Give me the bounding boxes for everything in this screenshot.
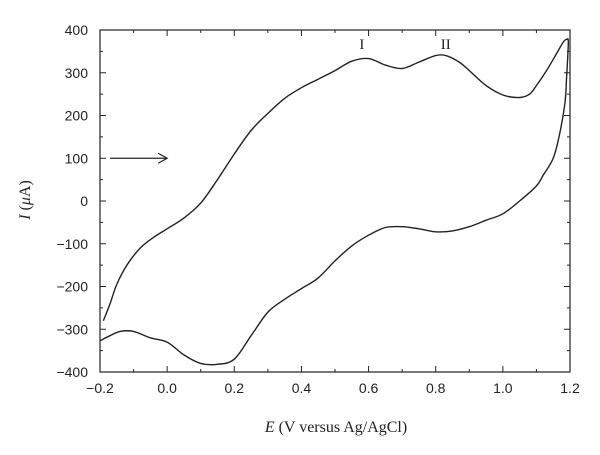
y-tick-label: −400 [56, 364, 88, 380]
y-axis-title: I (μA) [17, 180, 34, 221]
x-tick-label: 0.0 [157, 380, 177, 396]
peak-label-2: II [441, 37, 451, 53]
y-tick-label: −200 [56, 279, 88, 295]
x-tick-label: 0.4 [292, 380, 312, 396]
y-tick-labels: 400 300 200 100 0 −100 −200 −300 −400 [56, 22, 88, 380]
x-tick-label: 0.2 [225, 380, 245, 396]
y-axis-title-var: I [17, 214, 34, 221]
curve-group [99, 38, 569, 366]
x-tick-label: 0.6 [359, 380, 379, 396]
x-tick-labels: −0.2 0.0 0.2 0.4 0.6 0.8 1.0 1.2 [86, 380, 580, 396]
y-tick-label: 300 [65, 65, 89, 81]
y-axis-title-close: A) [17, 180, 34, 197]
y-axis-title-mu: μ [17, 197, 34, 206]
y-tick-label: 100 [65, 150, 89, 166]
voltammogram-curve [99, 38, 569, 366]
y-tick-label: 400 [65, 22, 89, 38]
x-axis-title-rest: (V versus Ag/AgCl) [275, 419, 408, 436]
x-tick-label: 0.8 [426, 380, 446, 396]
x-tick-label: 1.0 [493, 380, 513, 396]
x-axis-title-var: E [264, 419, 275, 436]
plot-frame-group [99, 29, 571, 373]
x-axis-title: E (V versus Ag/AgCl) [264, 419, 407, 436]
y-tick-label: 0 [80, 193, 88, 209]
y-tick-label: −300 [56, 321, 88, 337]
peak-label-1: I [359, 37, 364, 53]
plot-frame [99, 29, 571, 373]
y-tick-label: −100 [56, 236, 88, 252]
x-tick-label: 1.2 [560, 380, 580, 396]
y-axis-title-open: ( [17, 205, 34, 214]
ticks-group [99, 29, 571, 373]
y-tick-label: 200 [65, 108, 89, 124]
annotation-group: I II [110, 37, 451, 164]
x-tick-label: −0.2 [86, 380, 114, 396]
scan-direction-arrowhead [157, 152, 169, 164]
